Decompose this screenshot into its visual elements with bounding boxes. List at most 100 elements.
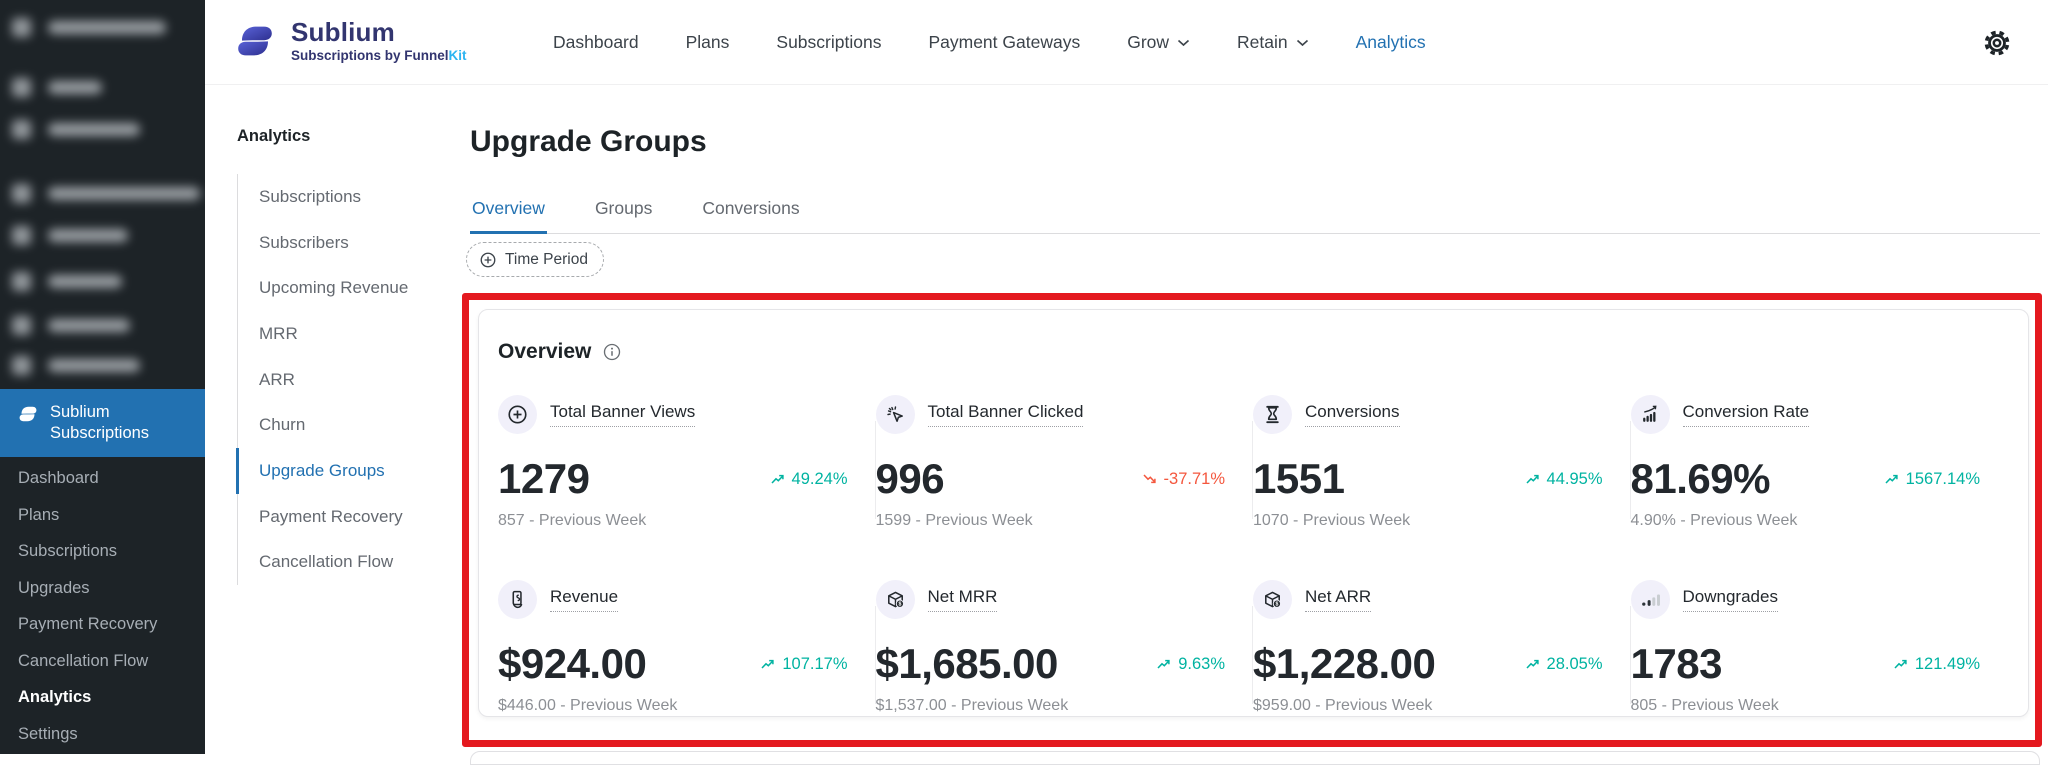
svg-text:$: $ <box>1275 602 1278 608</box>
ana-nav-payment-recovery[interactable]: Payment Recovery <box>259 506 403 526</box>
trend-up-icon <box>761 659 775 669</box>
sublium-logo-icon <box>19 406 37 422</box>
sublium-logo: Sublium Subscriptions by FunnelKit <box>231 17 467 65</box>
trend-up-icon <box>1885 474 1898 484</box>
ana-nav-arr[interactable]: ARR <box>259 369 295 389</box>
time-period-button[interactable]: Time Period <box>466 242 604 277</box>
redacted-menu-icon <box>12 226 31 245</box>
metric-trend: 28.05% <box>1524 655 1603 674</box>
tab-groups[interactable]: Groups <box>594 198 653 218</box>
nav-plans[interactable]: Plans <box>685 32 730 52</box>
metric-net-mrr: $ Net MRR $1,685.00 9.63% $1,537.00 - Pr… <box>875 580 1254 715</box>
metric-trend: 1567.14% <box>1883 470 1980 489</box>
wp-menu-sublium-subscriptions[interactable]: Sublium Subscriptions <box>0 389 205 457</box>
plus-circle-icon <box>480 252 496 267</box>
wp-menu-item-redacted[interactable] <box>12 226 128 245</box>
wp-menu-item-redacted[interactable] <box>12 18 166 37</box>
trend-up-icon <box>1157 659 1170 669</box>
ana-nav-subscribers[interactable]: Subscribers <box>259 232 349 252</box>
redacted-menu-icon <box>12 356 31 375</box>
ana-nav-upgrade-groups[interactable]: Upgrade Groups <box>236 448 467 494</box>
redacted-menu-icon <box>12 78 31 97</box>
metric-previous: 805 - Previous Week <box>1630 697 1779 714</box>
metric-previous: $446.00 - Previous Week <box>498 697 678 714</box>
ana-nav-mrr[interactable]: MRR <box>259 323 298 343</box>
settings-gear-icon[interactable] <box>1981 27 2013 59</box>
wp-menu-item-redacted[interactable] <box>12 356 140 375</box>
wp-menu-item-redacted[interactable] <box>12 184 200 203</box>
wp-submenu-plans[interactable]: Plans <box>18 505 60 524</box>
redacted-menu-icon <box>12 184 31 203</box>
chevron-down-icon <box>1296 39 1308 46</box>
analytics-sidebar <box>205 85 460 754</box>
metric-revenue: Revenue $924.00 107.17% $446.00 - Previo… <box>498 580 876 715</box>
wp-menu-item-redacted[interactable] <box>12 120 140 139</box>
tab-bar: Overview Groups Conversions <box>470 192 2040 234</box>
wp-submenu-settings[interactable]: Settings <box>18 724 78 743</box>
sublium-logo-icon <box>238 26 272 56</box>
nav-analytics[interactable]: Analytics <box>1355 32 1426 52</box>
nav-dashboard[interactable]: Dashboard <box>553 32 639 52</box>
trend-down-icon <box>1142 474 1156 484</box>
metric-label: Conversion Rate <box>1682 402 1810 427</box>
logo-title: Sublium <box>291 17 395 47</box>
metric-value: $924.00 <box>498 640 647 687</box>
redacted-menu-icon <box>12 120 31 139</box>
ana-nav-upcoming-revenue[interactable]: Upcoming Revenue <box>259 278 409 298</box>
ana-nav-cancellation-flow[interactable]: Cancellation Flow <box>259 552 394 572</box>
metric-total-banner-clicked: Total Banner Clicked 996 -37.71% 1599 - … <box>875 395 1254 530</box>
ana-nav-churn[interactable]: Churn <box>259 415 306 435</box>
metric-conversions: Conversions 1551 44.95% 1070 - Previous … <box>1253 395 1631 530</box>
metric-net-arr: $ Net ARR $1,228.00 28.05% $959.00 - Pre… <box>1253 580 1631 715</box>
wp-menu-item-redacted[interactable] <box>12 316 130 335</box>
metric-value: $1,228.00 <box>1253 640 1436 687</box>
wp-submenu-analytics[interactable]: Analytics <box>18 688 92 706</box>
tab-overview[interactable]: Overview <box>470 192 547 234</box>
wp-menu-item-redacted[interactable] <box>12 272 122 291</box>
chevron-down-icon <box>1177 39 1190 46</box>
wp-submenu-upgrades[interactable]: Upgrades <box>18 578 90 597</box>
nav-subscriptions[interactable]: Subscriptions <box>776 32 882 52</box>
redacted-menu-icon <box>12 18 31 37</box>
analytics-nav-list: Subscriptions Subscribers Upcoming Reven… <box>236 174 467 586</box>
metric-previous: $959.00 - Previous Week <box>1253 697 1433 714</box>
wp-menu-sublium-label: Sublium Subscriptions <box>50 403 150 442</box>
next-card-top-edge <box>470 751 2040 765</box>
wp-menu-item-redacted[interactable] <box>12 78 102 97</box>
wp-admin-sidebar: Sublium Subscriptions Dashboard Plans Su… <box>0 0 205 754</box>
box-dollar-icon: $ <box>875 580 915 619</box>
bars-down-icon <box>1630 580 1670 619</box>
metric-total-banner-views: Total Banner Views 1279 49.24% 857 - Pre… <box>498 395 876 530</box>
wp-submenu-payment-recovery[interactable]: Payment Recovery <box>18 615 158 633</box>
metric-downgrades: Downgrades 1783 121.49% 805 - Previous W… <box>1630 580 2009 715</box>
info-icon[interactable] <box>602 342 622 362</box>
cash-hand-icon <box>498 580 537 619</box>
metric-previous: 1599 - Previous Week <box>875 512 1033 529</box>
tab-conversions[interactable]: Conversions <box>702 198 800 218</box>
nav-grow[interactable]: Grow <box>1127 32 1190 53</box>
metric-trend: 107.17% <box>759 655 848 674</box>
metric-label: Net MRR <box>927 587 998 612</box>
metric-previous: 857 - Previous Week <box>498 512 647 529</box>
metric-conversion-rate: Conversion Rate 81.69% 1567.14% 4.90% - … <box>1630 395 2009 530</box>
analytics-sidebar-heading: Analytics <box>237 127 311 145</box>
chart-growth-icon <box>1630 395 1670 434</box>
metric-label: Conversions <box>1305 402 1400 427</box>
ana-nav-subscriptions[interactable]: Subscriptions <box>259 186 362 206</box>
top-nav: Dashboard Plans Subscriptions Payment Ga… <box>553 0 1426 85</box>
metric-value: $1,685.00 <box>875 640 1059 687</box>
wp-submenu-cancellation-flow[interactable]: Cancellation Flow <box>18 651 149 670</box>
plugin-header <box>205 0 2048 85</box>
nav-retain[interactable]: Retain <box>1237 32 1309 53</box>
nav-payment-gateways[interactable]: Payment Gateways <box>928 32 1081 52</box>
box-dollar-icon: $ <box>1253 580 1292 619</box>
time-period-label: Time Period <box>505 250 588 268</box>
logo-tagline: Subscriptions by FunnelKit <box>291 48 467 63</box>
overview-heading: Overview <box>498 340 592 363</box>
hourglass-icon <box>1253 395 1292 434</box>
metric-label: Revenue <box>550 587 619 612</box>
wp-submenu-dashboard[interactable]: Dashboard <box>18 469 99 487</box>
redacted-menu-icon <box>12 316 31 335</box>
overview-card: Overview Total Banner Views 1279 49.24% <box>478 309 2029 717</box>
wp-submenu-subscriptions[interactable]: Subscriptions <box>18 542 118 560</box>
